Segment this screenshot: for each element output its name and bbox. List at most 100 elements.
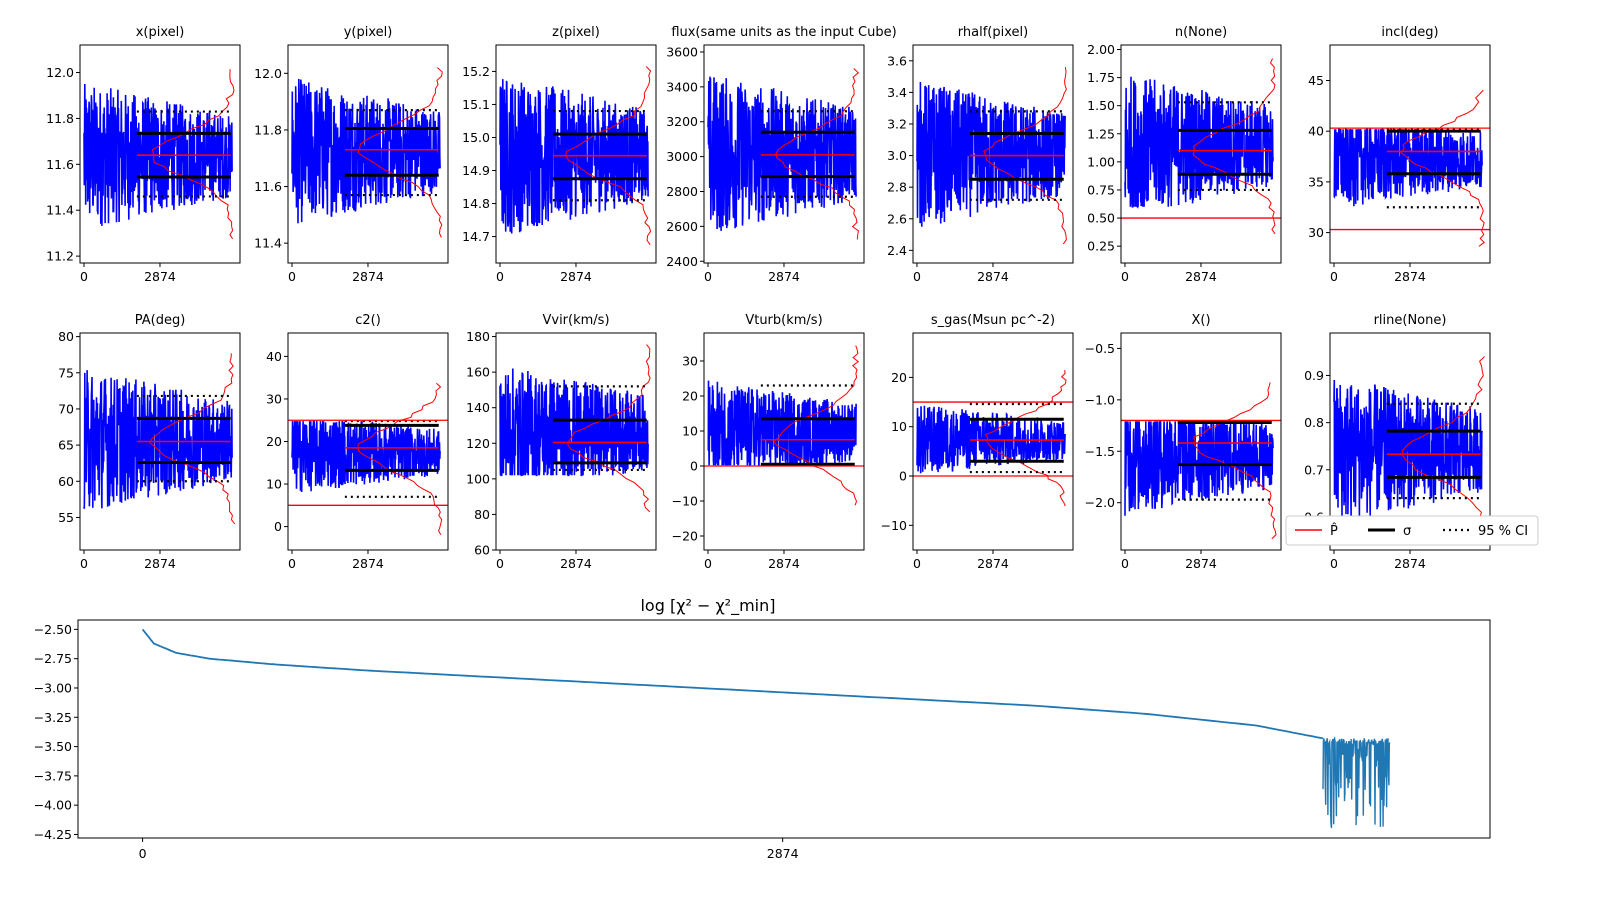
ytick-label: 15.2 — [462, 64, 490, 79]
panel-flux: flux(same units as the input Cube) 2400 26… — [666, 25, 897, 284]
ytick-label: −3.25 — [34, 710, 72, 725]
panel-n: n(None) 0.25 0.50 0.75 1.00 1.25 1.50 1.75 2.00 0… — [1087, 25, 1282, 284]
panel-title: z(pixel) — [552, 25, 600, 40]
ytick-label: −4.25 — [34, 827, 72, 842]
ytick-label: 40 — [266, 349, 282, 364]
ytick-label: 3.2 — [887, 116, 907, 131]
panel-title: rline(None) — [1374, 313, 1447, 328]
ytick-label: 45 — [1308, 73, 1324, 88]
ytick-label: 11.8 — [46, 111, 74, 126]
ytick-label: −2.0 — [1085, 495, 1115, 510]
axes-frame — [77, 619, 1491, 839]
ytick-label: 10 — [682, 424, 698, 439]
ytick-label: 12.0 — [46, 65, 74, 80]
legend-posterior-label: P̂ — [1330, 524, 1338, 539]
plot-area-n — [1121, 58, 1281, 235]
ytick-label: 3.4 — [887, 85, 907, 100]
walker-trace — [83, 370, 233, 509]
ytick-label: 1.75 — [1087, 70, 1115, 85]
ytick-label: 60 — [474, 543, 490, 558]
ytick-label: 0 — [274, 519, 282, 534]
ytick-label: 2.4 — [887, 243, 907, 258]
ytick-label: 20 — [891, 370, 907, 385]
ytick-label: −10 — [881, 518, 907, 533]
ytick-label: 12.0 — [254, 66, 282, 81]
ytick-label: 2600 — [666, 219, 698, 234]
ytick-label: 60 — [58, 474, 74, 489]
panel-title: rhalf(pixel) — [958, 25, 1028, 40]
xtick-label: 2874 — [768, 556, 800, 571]
panel-z: z(pixel) 14.7 14.8 14.9 15.0 15.1 15.2 0 2874 — [462, 25, 657, 284]
ytick-label: 11.4 — [46, 203, 74, 218]
ytick-label: 2400 — [666, 254, 698, 269]
ytick-label: 160 — [466, 365, 490, 380]
xtick-label: 2874 — [767, 846, 799, 861]
panel-Vturb: Vturb(km/s) −20 −10 0 10 20 30 0 2874 — [672, 313, 865, 571]
xtick-label: 0 — [288, 556, 296, 571]
plot-area-Vvir — [499, 344, 651, 513]
ytick-label: 3400 — [666, 79, 698, 94]
plot-area-y — [291, 67, 443, 238]
legend-sigma-label: σ — [1403, 524, 1411, 539]
ytick-label: −1.5 — [1085, 444, 1115, 459]
walker-trace — [291, 78, 441, 224]
ytick-label: 20 — [266, 434, 282, 449]
chi2-noise — [1322, 736, 1391, 829]
legend: P̂ σ 95 % CI — [1285, 515, 1539, 546]
xtick-label: 0 — [1121, 269, 1129, 284]
ytick-label: 1.25 — [1087, 126, 1115, 141]
ytick-label: −10 — [672, 494, 698, 509]
ytick-label: 1.00 — [1087, 154, 1115, 169]
posterior-histogram — [567, 344, 651, 513]
ytick-label: 40 — [1308, 124, 1324, 139]
panel-title: c2() — [355, 313, 381, 328]
panel-title: y(pixel) — [344, 25, 393, 40]
ytick-label: 0 — [899, 469, 907, 484]
ytick-label: 65 — [58, 438, 74, 453]
ytick-label: 2.6 — [887, 211, 907, 226]
panel-title: flux(same units as the input Cube) — [671, 25, 896, 40]
ytick-label: 30 — [266, 391, 282, 406]
panel-y: y(pixel) 11.4 11.6 11.8 12.0 0 2874 — [254, 25, 449, 284]
posterior-histogram — [1192, 58, 1276, 235]
panel-c2: c2() 0 10 20 30 40 0 2874 — [266, 313, 449, 571]
ytick-label: 3200 — [666, 114, 698, 129]
ytick-label: 1.50 — [1087, 98, 1115, 113]
ytick-label: 2.8 — [887, 180, 907, 195]
xtick-label: 2874 — [1394, 269, 1426, 284]
plot-area-z — [499, 66, 652, 246]
xtick-label: 0 — [496, 556, 504, 571]
panel-title: x(pixel) — [136, 25, 185, 40]
panel-title: log [χ² − χ²_min] — [640, 596, 775, 616]
panel-chi2: log [χ² − χ²_min] −4.25 −4.00 −3.75 −3.50 −3.… — [34, 596, 1491, 861]
posterior-histogram — [773, 345, 860, 506]
xtick-label: 0 — [1330, 556, 1338, 571]
ytick-label: 11.4 — [254, 236, 282, 251]
ytick-label: −3.50 — [34, 739, 72, 754]
ytick-label: 3000 — [666, 149, 698, 164]
walker-trace — [291, 420, 441, 493]
plot-area-rhalf — [916, 67, 1067, 245]
ytick-label: 30 — [1308, 225, 1324, 240]
posterior-histogram — [1401, 356, 1485, 546]
panel-title: s_gas(Msun pc^-2) — [931, 313, 1055, 328]
ytick-label: 100 — [466, 471, 490, 486]
xtick-label: 0 — [913, 269, 921, 284]
ytick-label: 55 — [58, 510, 74, 525]
panel-PA: PA(deg) 55 60 65 70 75 80 0 2874 — [58, 313, 241, 571]
ytick-label: −4.00 — [34, 798, 72, 813]
ytick-label: 75 — [58, 365, 74, 380]
ytick-label: 0.7 — [1304, 462, 1324, 477]
posterior-histogram — [1400, 89, 1485, 247]
plot-area-flux — [707, 68, 860, 240]
walker-trace — [1124, 76, 1274, 209]
ytick-label: 35 — [1308, 174, 1324, 189]
ytick-label: −0.5 — [1085, 341, 1115, 356]
xtick-label: 2874 — [144, 269, 176, 284]
ytick-label: 80 — [58, 329, 74, 344]
panel-s_gas: s_gas(Msun pc^-2) −10 0 10 20 0 2874 — [881, 313, 1074, 571]
walker-trace — [83, 83, 233, 226]
posterior-histogram — [151, 69, 235, 240]
